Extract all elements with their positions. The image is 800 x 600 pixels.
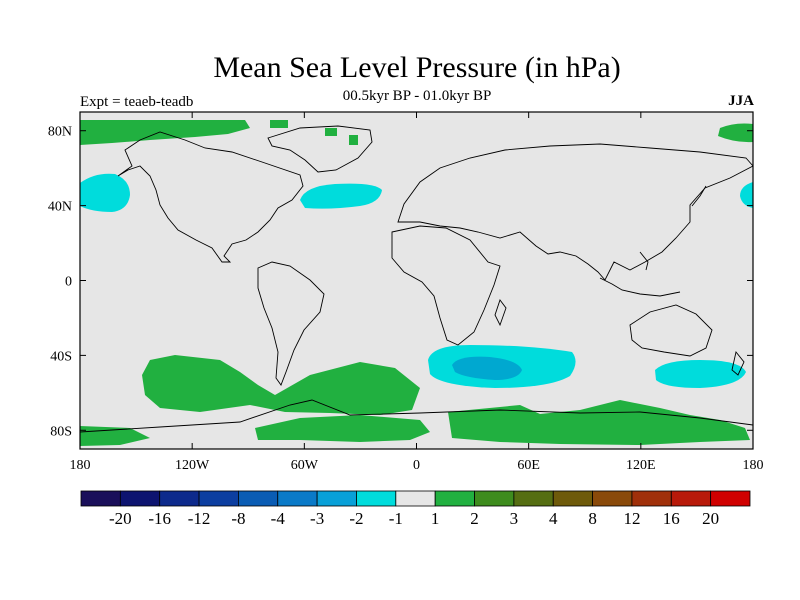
axis-ticks: 180 120W 60W 0 60E 120E 180 80N 40N 0 40S 80S xyxy=(48,112,764,473)
colorbar-swatch xyxy=(592,490,633,507)
south-australia-negative-anomaly xyxy=(655,360,746,388)
y-tick-label: 40S xyxy=(50,349,72,364)
arctic-east-positive-anomaly xyxy=(718,123,753,143)
colorbar-label: 4 xyxy=(549,509,558,528)
colorbar-swatch xyxy=(513,490,554,507)
colorbar-swatch xyxy=(552,490,593,507)
southeast-asia-islands-coastline xyxy=(599,251,681,297)
colorbar-label: 1 xyxy=(431,509,440,528)
colorbar-label: -8 xyxy=(231,509,245,528)
colorbar: -20 -16 -12 -8 -4 -3 -2 -1 1 2 3 4 8 12 16 20 xyxy=(80,490,751,528)
colorbar-label: -2 xyxy=(349,509,363,528)
colorbar-swatch xyxy=(238,490,279,507)
north-america-coastline xyxy=(117,131,304,263)
colorbar-swatch xyxy=(277,490,318,507)
north-pacific-east-negative-anomaly xyxy=(740,182,753,208)
colorbar-swatch xyxy=(80,490,121,507)
colorbar-label: 12 xyxy=(623,509,640,528)
southern-ocean-positive-anomaly xyxy=(142,355,420,415)
colorbar-label: 2 xyxy=(470,509,479,528)
japan-coastline xyxy=(691,185,707,207)
y-tick-label: 80S xyxy=(50,424,72,439)
colorbar-label: 3 xyxy=(510,509,519,528)
colorbar-label: -12 xyxy=(188,509,211,528)
antarctica-coastline xyxy=(80,399,753,433)
x-tick-label: 120E xyxy=(626,458,656,473)
colorbar-swatch xyxy=(395,490,436,507)
x-tick-label: 60E xyxy=(517,458,540,473)
colorbar-label: -4 xyxy=(271,509,286,528)
colorbar-swatch xyxy=(670,490,712,507)
map-subtitle: 00.5kyr BP - 01.0kyr BP xyxy=(342,88,492,104)
eurasia-coastline xyxy=(397,143,753,281)
colorbar-label: 8 xyxy=(588,509,597,528)
season-label: JJA xyxy=(728,93,754,109)
colorbar-label: -1 xyxy=(389,509,403,528)
x-tick-label: 180 xyxy=(743,458,764,473)
arctic-positive-anomaly xyxy=(80,120,250,145)
colorbar-swatch xyxy=(119,490,161,507)
north-atlantic-negative-anomaly xyxy=(300,183,382,209)
africa-coastline xyxy=(391,225,501,346)
madagascar-coastline xyxy=(494,299,507,327)
colorbar-swatch xyxy=(710,490,751,507)
colorbar-swatch xyxy=(631,490,672,507)
colorbar-label: 20 xyxy=(702,509,719,528)
greenland-coastline xyxy=(267,125,373,173)
arctic-positive-anomaly-small xyxy=(270,120,288,128)
north-pacific-negative-anomaly xyxy=(80,173,130,212)
y-tick-label: 80N xyxy=(48,125,72,140)
colorbar-swatch xyxy=(474,490,515,507)
map-title: Mean Sea Level Pressure (in hPa) xyxy=(213,51,621,84)
y-tick-label: 0 xyxy=(65,275,72,290)
antarctic-positive-anomaly-central xyxy=(255,415,430,442)
colorbar-swatch xyxy=(316,490,357,507)
south-indian-strong-negative-anomaly xyxy=(452,356,522,380)
south-america-coastline xyxy=(257,261,325,386)
x-tick-label: 0 xyxy=(413,458,420,473)
colorbar-label: -20 xyxy=(109,509,132,528)
y-tick-label: 40N xyxy=(48,200,72,215)
colorbar-swatch xyxy=(159,490,200,507)
experiment-label: Expt = teaeb-teadb xyxy=(80,94,194,110)
colorbar-swatch xyxy=(198,490,239,507)
x-tick-label: 180 xyxy=(70,458,91,473)
coastlines xyxy=(80,125,753,433)
australia-coastline xyxy=(629,304,713,357)
colorbar-swatch xyxy=(356,490,397,507)
colorbar-swatch xyxy=(434,490,475,507)
new-zealand-coastline xyxy=(731,350,745,376)
greenland-positive-anomaly-east xyxy=(349,135,358,145)
colorbar-label: -16 xyxy=(148,509,171,528)
greenland-positive-anomaly xyxy=(325,128,337,136)
x-tick-label: 60W xyxy=(291,458,319,473)
colorbar-label: -3 xyxy=(310,509,324,528)
x-tick-label: 120W xyxy=(175,458,210,473)
colorbar-label: 16 xyxy=(663,509,680,528)
